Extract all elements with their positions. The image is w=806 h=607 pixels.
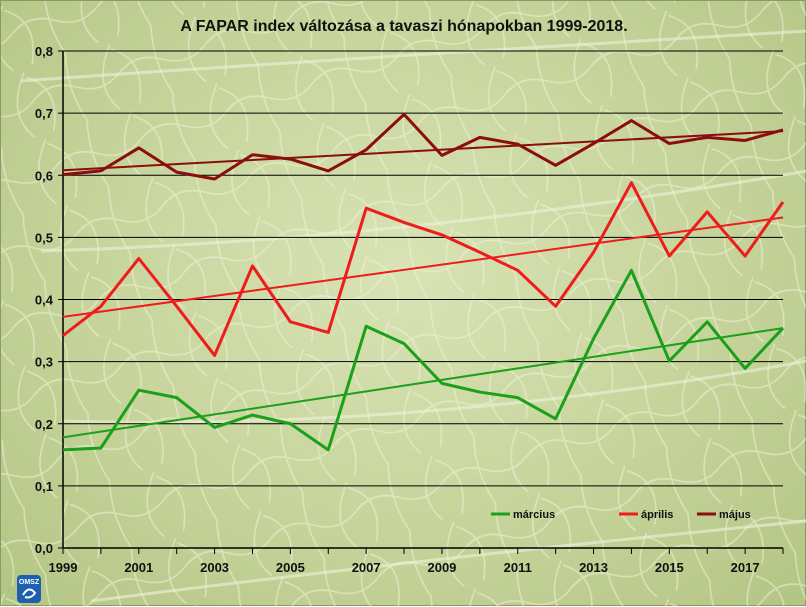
y-tick-label: 0,4: [35, 293, 54, 308]
series-lines: [62, 112, 785, 452]
y-tick-label: 0,6: [35, 168, 53, 183]
x-tick-label: 2011: [504, 560, 532, 575]
y-tick-label: 0,8: [35, 44, 53, 59]
y-tick-label: 0,0: [35, 541, 53, 556]
x-tick-label: 1999: [49, 560, 78, 575]
x-tick-label: 2015: [655, 560, 684, 575]
omsz-logo-text: OMSZ: [19, 579, 40, 586]
x-tick-label: 2007: [352, 560, 381, 575]
x-tick-label: 2013: [579, 560, 608, 575]
legend: március április május: [491, 509, 751, 521]
y-tick-label: 0,5: [35, 230, 53, 245]
omsz-logo: OMSZ: [17, 575, 41, 603]
legend-label: május: [719, 509, 751, 521]
x-tick-label: 2009: [427, 560, 456, 575]
x-tick-label: 2017: [731, 560, 760, 575]
series-line: [62, 112, 784, 181]
y-tick-label: 0,2: [35, 417, 53, 432]
trend-line: [62, 216, 784, 318]
series-line: [62, 181, 785, 357]
axes: [62, 51, 783, 549]
omsz-logo-swirl-icon: [22, 588, 37, 599]
x-tick-label: 2001: [124, 560, 153, 575]
x-axis-ticks: 1999 2001 2003 2005 2007 2009 2011 2013 2015 2017: [49, 548, 784, 575]
legend-label: április: [641, 509, 673, 521]
trend-line: [62, 130, 784, 172]
legend-label: március: [513, 509, 555, 521]
chart-title: A FAPAR index változása a tavaszi hónapo…: [180, 18, 627, 35]
x-tick-label: 2005: [276, 560, 305, 575]
y-axis-ticks: 0,0 0,1 0,2 0,3 0,4 0,5 0,6 0,7 0,8: [35, 44, 63, 556]
x-tick-label: 2003: [200, 560, 229, 575]
y-tick-label: 0,7: [35, 106, 53, 121]
series-line: [62, 268, 785, 452]
y-tick-label: 0,3: [35, 355, 53, 370]
y-tick-label: 0,1: [35, 479, 53, 494]
